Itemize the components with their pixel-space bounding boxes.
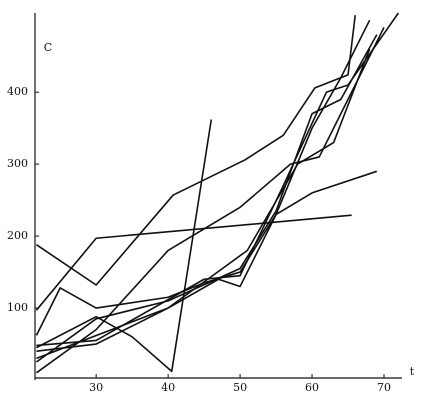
series-line bbox=[35, 27, 385, 374]
x-tick-label: 40 bbox=[161, 381, 175, 394]
x-axis-label: t bbox=[410, 365, 415, 378]
series-line bbox=[35, 15, 357, 286]
x-tick-label: 50 bbox=[233, 381, 247, 394]
series-line bbox=[36, 119, 213, 373]
y-tick-label: 200 bbox=[7, 229, 28, 242]
series-line bbox=[36, 48, 371, 360]
series-line bbox=[35, 214, 352, 311]
y-axis-label: C bbox=[44, 41, 52, 54]
x-tick-label: 60 bbox=[305, 381, 319, 394]
y-tick-label: 100 bbox=[7, 301, 28, 314]
x-tick-label: 30 bbox=[89, 381, 103, 394]
y-tick-label: 400 bbox=[7, 85, 28, 98]
series-line bbox=[36, 12, 400, 347]
y-tick-label: 300 bbox=[7, 157, 28, 170]
x-tick-label: 70 bbox=[377, 381, 391, 394]
series-line bbox=[36, 170, 378, 353]
